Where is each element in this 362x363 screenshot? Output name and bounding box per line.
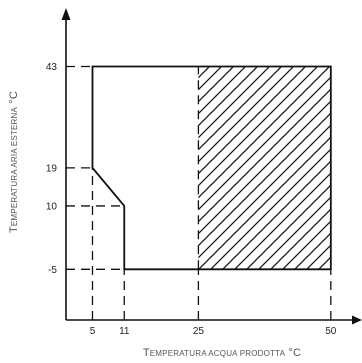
x-tick-label-25: 25 xyxy=(193,326,205,337)
y-axis-arrow xyxy=(61,8,71,20)
y-tick-label--5: -5 xyxy=(48,265,57,276)
y-tick-label-43: 43 xyxy=(46,62,58,73)
x-tick-labels: 5 11 25 50 xyxy=(90,326,337,337)
x-axis-title: TEMPERATURA ACQUA PRODOTTA °C xyxy=(143,347,301,359)
dashed-guide-lines xyxy=(66,65,332,320)
x-tick-label-50: 50 xyxy=(325,326,337,337)
x-tick-label-5: 5 xyxy=(90,326,96,337)
axes xyxy=(61,8,362,325)
hatched-region xyxy=(198,66,331,270)
envelope-layer xyxy=(91,65,332,271)
operating-envelope-outline xyxy=(91,65,332,271)
y-axis-title: TEMPERATURA ARIA ESTERNA °C xyxy=(8,91,20,233)
hatched-region-layer xyxy=(198,66,331,270)
x-axis-arrow xyxy=(352,315,362,325)
y-tick-labels: -5 10 19 43 xyxy=(46,62,58,276)
y-tick-label-10: 10 xyxy=(46,201,58,212)
x-tick-label-11: 11 xyxy=(119,326,130,337)
y-tick-label-19: 19 xyxy=(46,163,58,174)
